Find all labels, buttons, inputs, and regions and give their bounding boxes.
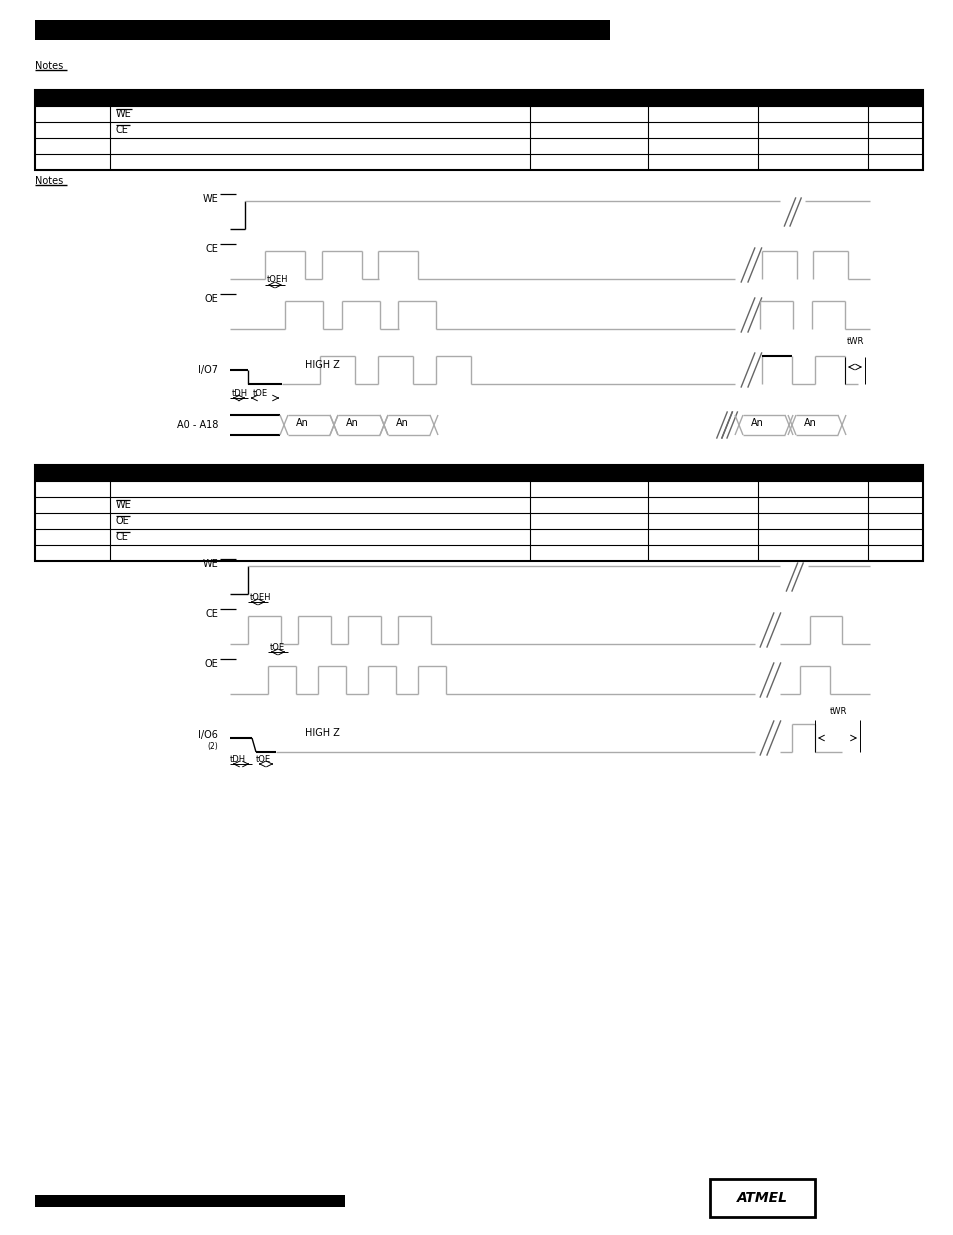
- Text: HIGH Z: HIGH Z: [305, 359, 339, 370]
- Text: A0 - A18: A0 - A18: [176, 420, 218, 430]
- Text: I/O6: I/O6: [198, 730, 218, 740]
- Text: Notes: Notes: [35, 61, 63, 70]
- Bar: [35, 466, 923, 561]
- Text: tWR: tWR: [829, 708, 846, 716]
- Text: An: An: [803, 417, 816, 429]
- Text: WE: WE: [202, 559, 218, 569]
- Text: OE: OE: [116, 516, 130, 526]
- Text: WE: WE: [116, 500, 132, 510]
- Text: HIGH Z: HIGH Z: [305, 727, 339, 739]
- Text: (2): (2): [207, 741, 218, 751]
- Text: OE: OE: [204, 294, 218, 304]
- Bar: [35, 90, 923, 106]
- Text: tDH: tDH: [230, 755, 246, 763]
- Text: An: An: [295, 417, 309, 429]
- Bar: [709, 1179, 814, 1216]
- Bar: [35, 466, 923, 480]
- Text: tOE: tOE: [270, 642, 285, 652]
- Text: OE: OE: [204, 659, 218, 669]
- Text: tWR: tWR: [846, 337, 863, 347]
- Text: An: An: [395, 417, 409, 429]
- Text: CE: CE: [205, 609, 218, 619]
- Text: Notes: Notes: [35, 177, 63, 186]
- Text: tOE: tOE: [255, 755, 271, 763]
- Text: CE: CE: [116, 125, 129, 135]
- Text: An: An: [750, 417, 763, 429]
- Text: tOEH: tOEH: [250, 593, 272, 601]
- Text: WE: WE: [116, 109, 132, 119]
- Text: tOE: tOE: [253, 389, 268, 398]
- Text: I/O7: I/O7: [198, 366, 218, 375]
- Bar: [35, 1195, 345, 1207]
- Bar: [35, 20, 609, 40]
- Text: CE: CE: [205, 245, 218, 254]
- Text: tOEH: tOEH: [267, 275, 288, 284]
- Text: CE: CE: [116, 532, 129, 542]
- Text: ATMEL: ATMEL: [736, 1191, 786, 1205]
- Text: WE: WE: [202, 194, 218, 204]
- Text: tDH: tDH: [232, 389, 248, 398]
- Bar: [35, 90, 923, 170]
- Text: An: An: [346, 417, 358, 429]
